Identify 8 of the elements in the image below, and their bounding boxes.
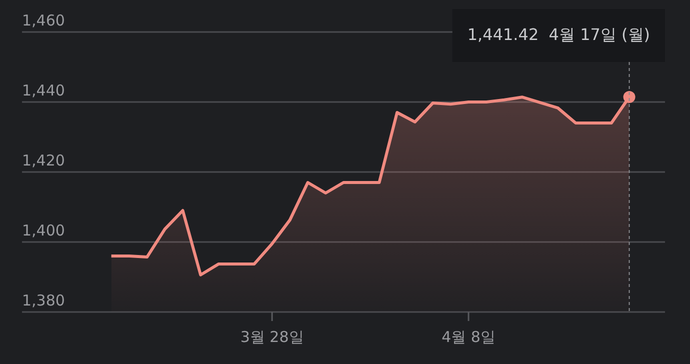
y-tick-label: 1,400: [22, 221, 65, 240]
x-tick-label: 3월 28일: [240, 328, 304, 346]
x-tick-label: 4월 8일: [442, 328, 496, 346]
y-tick-label: 1,420: [22, 151, 65, 170]
y-tick-label: 1,440: [22, 81, 65, 100]
y-tick-label: 1,460: [22, 11, 65, 30]
y-tick-label: 1,380: [22, 291, 65, 310]
annotation: 1,441.42 4월 17일 (월): [467, 25, 650, 44]
